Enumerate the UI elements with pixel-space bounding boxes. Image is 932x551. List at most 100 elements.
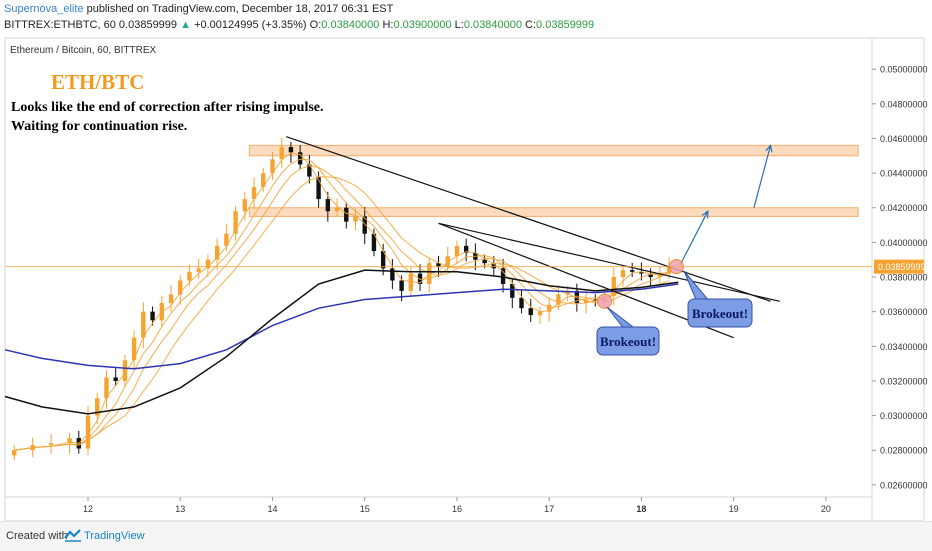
candle-down [371, 233, 377, 252]
y-tick-label: 0.03600000 [880, 307, 928, 317]
candle-up [214, 245, 220, 260]
candle-down [288, 147, 294, 153]
y-tick-label: 0.05000000 [880, 65, 928, 75]
x-tick-label: 12 [83, 504, 93, 514]
candle-down [362, 216, 367, 234]
candle-up [12, 450, 17, 456]
candle-up [546, 304, 552, 312]
candle-down [150, 311, 155, 321]
publication-line: Supernova_elite published on TradingView… [4, 3, 393, 15]
candle-up [251, 186, 257, 200]
candle-up [657, 273, 663, 278]
resistance-zone-2[interactable] [248, 207, 859, 217]
candle-down [344, 207, 349, 222]
candle-up [270, 159, 275, 174]
candle-down [463, 245, 469, 253]
candle-down [519, 297, 524, 309]
trendline-3[interactable] [438, 222, 734, 339]
author-link[interactable]: Supernova_elite [4, 3, 84, 15]
open-value: 0.03840000 [321, 19, 380, 31]
open-label: O: [309, 19, 322, 31]
candle-up [187, 271, 192, 281]
last-price: 0.03859999 [118, 19, 178, 31]
candle-up [67, 438, 72, 444]
symbol-quote-line: BITTREX:ETHBTC, 60 0.03859999 ▲ +0.00124… [4, 19, 594, 31]
low-label: L: [454, 19, 464, 31]
current-price-label: 0.03859999 [878, 262, 926, 272]
ma-ribbon-line-1 [14, 152, 670, 451]
candle-up [233, 211, 238, 234]
candle-down [307, 164, 312, 177]
price-chart[interactable]: 0.05000000 0.04800000 0.04600000 0.04400000… [0, 0, 932, 521]
candle-down [510, 283, 515, 298]
annotation-line-1: Looks like the end of correction after r… [11, 100, 324, 115]
tradingview-logo-icon[interactable] [64, 528, 82, 542]
big-title: ETH/BTC [51, 70, 144, 94]
created-with-label: Created with [6, 530, 68, 542]
candle-down [316, 176, 321, 200]
candle-down [390, 268, 395, 281]
candle-up [454, 245, 460, 257]
projection-arrow-1[interactable] [679, 210, 709, 266]
candle-down [639, 271, 644, 274]
candle-down [380, 251, 386, 269]
y-tick-label: 0.02800000 [880, 446, 928, 456]
x-tick-label: 15 [360, 504, 370, 514]
low-value: 0.03840000 [463, 19, 522, 31]
close-value: 0.03859999 [536, 19, 595, 31]
breakout-text-1: Brokeout! [600, 334, 656, 349]
candle-up [334, 207, 340, 212]
candle-up [122, 360, 128, 381]
candle-down [648, 273, 653, 278]
y-tick-label: 0.04600000 [880, 134, 928, 144]
candle-down [500, 268, 506, 284]
candle-up [196, 268, 201, 272]
ma-ribbon-line-2 [14, 158, 670, 451]
candle-down [297, 152, 303, 165]
candle-up [537, 311, 543, 316]
breakout-callout-2 [687, 298, 753, 328]
breakout-marker-1 [596, 293, 613, 309]
candle-up [178, 280, 183, 295]
candle-up [205, 259, 211, 269]
candle-down [629, 270, 635, 272]
y-tick-label: 0.04200000 [880, 203, 928, 213]
trendline-1[interactable] [286, 136, 771, 302]
candle-up [168, 294, 174, 304]
y-tick-label: 0.03000000 [880, 411, 928, 421]
candle-up [611, 277, 616, 297]
projection-arrow-2[interactable] [753, 145, 772, 208]
current-price-badge [874, 259, 924, 274]
high-value: 0.03900000 [393, 19, 452, 31]
candle-down [574, 290, 580, 304]
candle-up [131, 337, 137, 361]
candle-up [104, 377, 109, 399]
tradingview-brand[interactable]: TradingView [84, 530, 145, 542]
symbol-label: BITTREX:ETHBTC, 60 [4, 19, 116, 31]
ma-ribbon-line-4 [14, 176, 670, 451]
candle-up [666, 266, 672, 274]
candle-down [491, 263, 497, 269]
arrow-head-2 [765, 144, 773, 153]
high-label: H: [382, 19, 394, 31]
resistance-zone-1[interactable] [248, 144, 859, 157]
publication-header: Supernova_elite published on TradingView… [0, 0, 932, 38]
candle-down [113, 377, 118, 381]
breakout-callout-1 [596, 326, 660, 356]
chart-title: Ethereum / Bitcoin, 60, BITTREX [10, 45, 156, 56]
up-triangle-icon: ▲ [180, 19, 191, 31]
y-tick-label: 0.04000000 [880, 238, 928, 248]
trendline-2[interactable] [438, 222, 780, 302]
candle-up [353, 216, 358, 222]
change-text: +0.00124995 (+3.35%) [194, 19, 307, 31]
candle-up [242, 199, 248, 212]
candle-up [408, 273, 414, 291]
candle-up [85, 415, 91, 449]
x-tick-label: 13 [175, 504, 185, 514]
candle-down [436, 263, 441, 267]
candle-down [528, 308, 533, 316]
y-tick-label: 0.03800000 [880, 273, 928, 283]
candle-up [565, 290, 570, 295]
candle-up [48, 443, 54, 446]
candle-up [261, 173, 266, 187]
